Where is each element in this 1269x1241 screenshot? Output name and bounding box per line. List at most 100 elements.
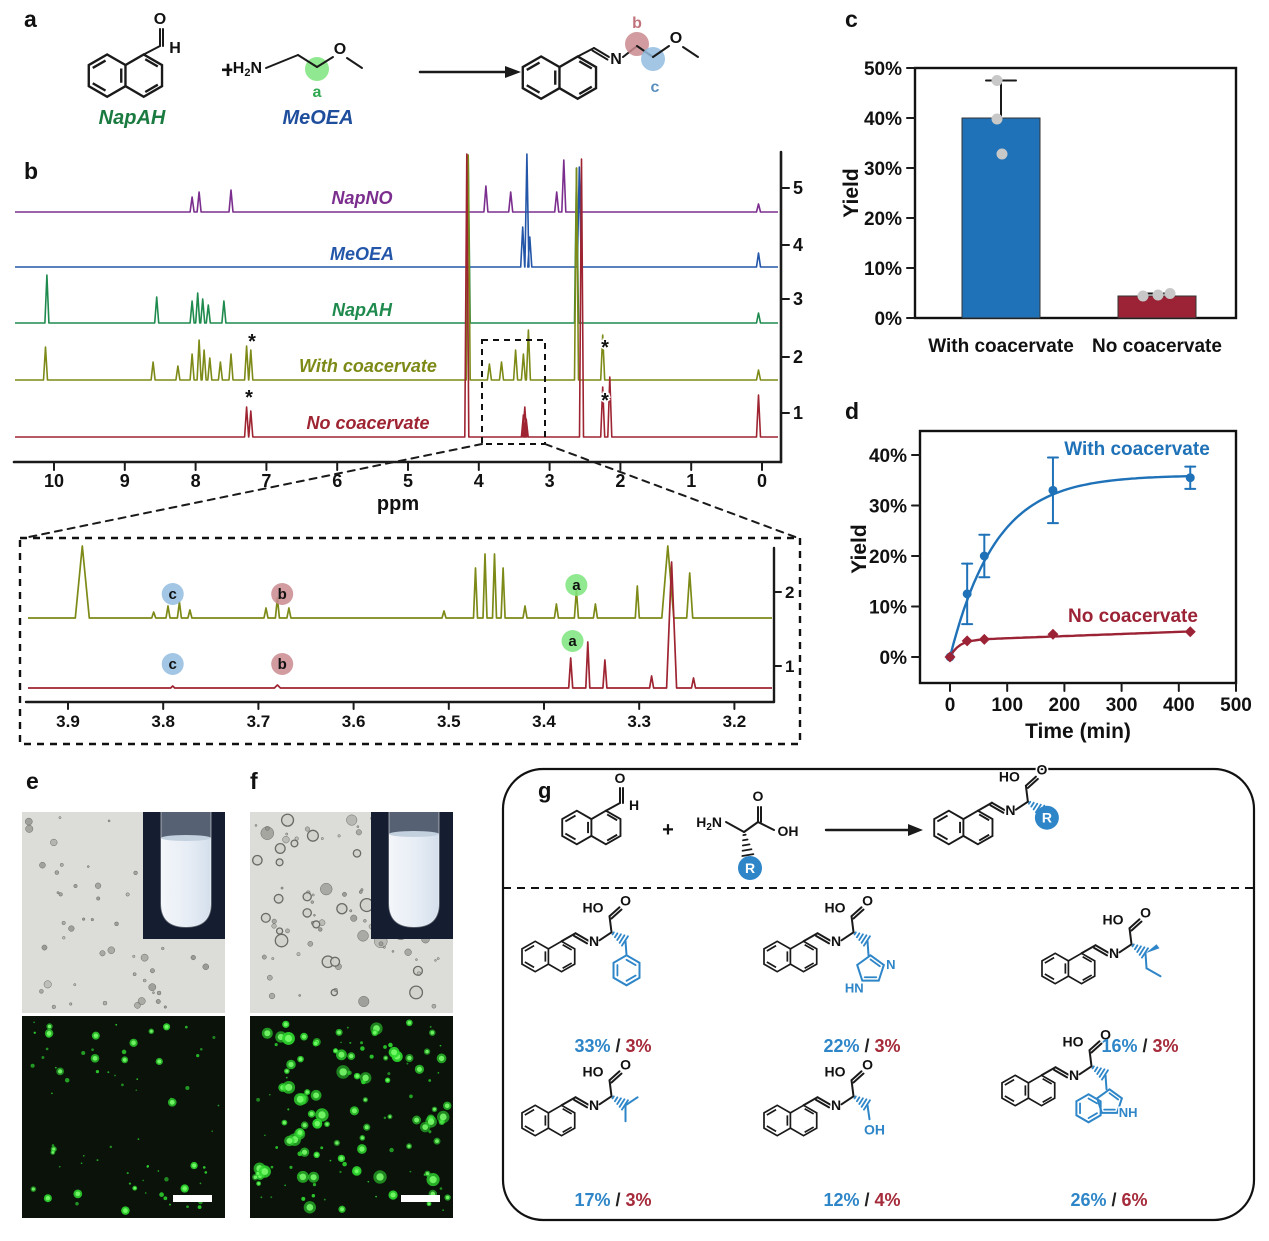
droplet	[274, 1043, 278, 1047]
droplet	[121, 1049, 127, 1055]
atom-label-O: O	[615, 770, 626, 786]
bond	[573, 934, 589, 945]
x-axis-title: Time (min)	[1025, 720, 1131, 743]
bond	[608, 1079, 613, 1098]
droplet	[296, 952, 301, 957]
droplet	[137, 997, 146, 1005]
droplet	[125, 892, 130, 897]
site-letter-a: a	[313, 84, 322, 101]
droplet	[95, 1070, 100, 1074]
x-tick-label: 300	[1106, 695, 1138, 716]
droplet-core	[31, 1187, 35, 1191]
hash-wedge	[858, 1097, 864, 1105]
right-tick-label: 4	[793, 235, 803, 255]
droplet	[251, 854, 263, 866]
bond	[850, 906, 863, 918]
droplet	[202, 1166, 206, 1169]
droplet	[136, 1078, 139, 1081]
droplet	[285, 928, 290, 934]
tube-glass-top	[389, 812, 439, 834]
bond	[866, 1104, 871, 1121]
inset-x-tick-label: 3.8	[151, 712, 175, 731]
data-point-circle	[1185, 473, 1195, 483]
droplet	[50, 838, 58, 847]
droplet-core	[309, 1111, 314, 1116]
droplet	[132, 954, 136, 958]
droplet	[271, 923, 277, 929]
droplet-core	[47, 1024, 52, 1029]
droplet-core	[390, 1192, 396, 1198]
droplet	[39, 989, 44, 994]
droplet	[404, 948, 412, 956]
data-point-circle	[1048, 485, 1058, 495]
droplet	[302, 908, 312, 918]
droplet-core	[388, 1115, 392, 1119]
droplet	[184, 1025, 188, 1029]
droplet	[290, 839, 299, 848]
panel-label-c: c	[845, 6, 858, 32]
atom-label-O: O	[753, 788, 764, 804]
droplet	[320, 1146, 324, 1150]
site-letter-a: a	[572, 577, 581, 594]
droplet	[383, 1045, 387, 1049]
reactant2-name: MeOEA	[282, 107, 353, 129]
hash-wedge	[613, 932, 619, 939]
droplet	[58, 1165, 61, 1168]
droplet	[367, 1180, 370, 1183]
site-circle-a	[565, 574, 588, 596]
series-label-with-coacervate: With coacervate	[1064, 439, 1210, 460]
droplet	[266, 974, 273, 981]
right-tick-label: 3	[793, 289, 803, 309]
bond	[574, 1096, 590, 1106]
droplet	[285, 832, 289, 836]
bond	[990, 801, 1006, 812]
droplet	[51, 1092, 53, 1095]
hash-wedge	[1133, 944, 1139, 951]
droplet	[152, 991, 155, 995]
droplet	[320, 837, 324, 841]
atom-label-N: N	[831, 1097, 841, 1113]
yield-label-ser: 12%/4%	[823, 1190, 900, 1210]
x-tick-label: 9	[120, 471, 130, 491]
data-point-diamond	[961, 635, 973, 647]
bond	[682, 46, 699, 58]
right-tick-label: 2	[793, 347, 803, 367]
droplet	[33, 1031, 36, 1034]
droplet	[75, 1202, 79, 1206]
droplet-core	[351, 1108, 357, 1114]
hash-wedge	[858, 933, 864, 941]
bond	[1053, 1068, 1069, 1079]
droplet	[275, 858, 284, 867]
droplet	[197, 1205, 202, 1210]
droplet	[73, 983, 77, 987]
plus-sign: +	[662, 819, 674, 841]
data-point	[1137, 290, 1149, 302]
droplet-core	[301, 1034, 307, 1039]
bond	[1024, 784, 1029, 803]
droplet-core	[75, 1191, 81, 1197]
data-point-diamond	[978, 633, 990, 645]
droplet	[99, 950, 106, 957]
nmr-trace	[15, 159, 778, 213]
droplet	[301, 1196, 306, 1201]
droplet-core	[131, 1040, 136, 1046]
droplet	[134, 1002, 141, 1009]
droplet-core	[360, 1136, 364, 1140]
droplet	[102, 1000, 108, 1006]
atom-label-HO: HO	[1063, 1033, 1084, 1049]
droplet	[298, 994, 301, 997]
hash-wedge	[742, 838, 749, 842]
droplet-core	[445, 1195, 450, 1200]
droplet	[73, 884, 78, 889]
bond	[591, 49, 609, 61]
droplet-core	[157, 1059, 162, 1064]
hash-wedge	[1096, 1067, 1102, 1075]
droplet	[268, 992, 276, 1000]
droplet-core	[430, 1030, 435, 1035]
droplet	[307, 941, 314, 947]
x-tick-label: 8	[191, 471, 201, 491]
droplet	[284, 1184, 286, 1187]
droplet-core	[133, 1186, 137, 1190]
droplet-core	[285, 1069, 289, 1073]
